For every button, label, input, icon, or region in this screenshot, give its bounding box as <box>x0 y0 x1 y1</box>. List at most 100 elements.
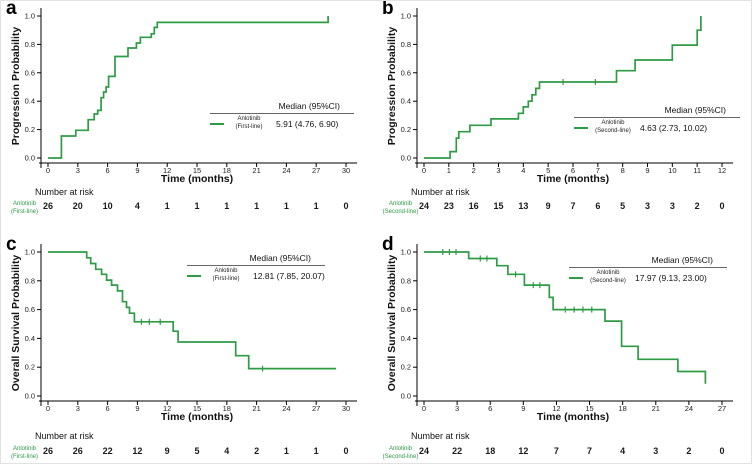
risk-value: 7 <box>587 446 593 456</box>
svg-text:27: 27 <box>312 404 320 413</box>
svg-text:6: 6 <box>106 404 110 413</box>
panel-label: a <box>6 0 17 19</box>
risk-value: 1 <box>164 201 170 211</box>
svg-text:0.0: 0.0 <box>25 154 35 163</box>
risk-value: 15 <box>493 201 504 211</box>
svg-text:18: 18 <box>618 404 626 413</box>
km-plot-c: 0 3 6 9 12 15 18 21 24 27 30 0.0 0.2 0.4 0.6 0.8 1.0 <box>25 244 357 413</box>
km-plot-b: 0 1 2 3 4 5 6 7 8 9 10 11 120.00.20.40.60.81.0 <box>401 8 733 175</box>
legend-row: Anlotinib (First-line) 12.81 (7.85, 20.0… <box>187 266 325 283</box>
svg-text:7: 7 <box>596 166 600 175</box>
svg-text:0: 0 <box>422 404 426 413</box>
risk-value: 20 <box>72 201 83 211</box>
svg-text:0.8: 0.8 <box>25 276 35 285</box>
risk-row-label: Anlotinib (Second-line) <box>382 446 419 460</box>
risk-value: 1 <box>254 201 260 211</box>
risk-value: 3 <box>644 201 651 211</box>
risk-values: 26 26 22 12 9 5 4 2 1 1 0 <box>43 444 349 460</box>
risk-value: 5 <box>194 446 200 456</box>
legend-header: Median (95%CI) <box>574 105 740 118</box>
svg-text:18: 18 <box>223 166 231 175</box>
number-at-risk-title: Number at risk <box>411 431 470 441</box>
panel-b: b Progression Probability 0 1 2 3 4 5 6 7 8 9 10 11… <box>377 1 751 233</box>
legend-header: Median (95%CI) <box>210 101 354 114</box>
svg-text:0.4: 0.4 <box>25 97 35 106</box>
risk-value: 26 <box>42 446 54 456</box>
svg-text:10: 10 <box>668 166 676 175</box>
risk-value: 0 <box>343 446 349 456</box>
svg-text:0: 0 <box>46 404 50 413</box>
risk-value: 22 <box>452 446 463 456</box>
risk-value: 1 <box>283 201 289 211</box>
legend: Median (95%CI) Anlotinib (Second-line) 1… <box>569 255 727 285</box>
risk-value: 23 <box>443 201 454 211</box>
svg-text:0.2: 0.2 <box>25 363 35 372</box>
series-name: Anlotinib (First-line) <box>212 268 240 282</box>
svg-text:1.0: 1.0 <box>25 248 35 257</box>
svg-text:21: 21 <box>252 404 260 413</box>
panel-c: c Overall Survival Probability 0 3 6 9 12 15 1… <box>1 233 377 463</box>
risk-value: 7 <box>570 201 576 211</box>
risk-value: 3 <box>653 446 659 456</box>
series-name: Anlotinib (Second-line) <box>595 120 631 134</box>
risk-value: 9 <box>545 201 551 211</box>
legend-row: Anlotinib (Second-line) 17.97 (9.13, 23.… <box>569 268 727 285</box>
svg-text:5: 5 <box>546 166 550 175</box>
panel-label: d <box>382 234 394 255</box>
svg-text:9: 9 <box>135 166 139 175</box>
svg-text:9: 9 <box>135 404 139 413</box>
svg-text:0.8: 0.8 <box>25 40 35 49</box>
risk-value: 1 <box>313 201 319 211</box>
svg-text:9: 9 <box>521 404 525 413</box>
panel-a: a Progression Probability 0 3 6 9 12 15 18 21 24… <box>1 1 377 233</box>
median-value: 12.81 (7.85, 20.07) <box>253 270 325 281</box>
risk-row-label: Anlotinib (Second-line) <box>382 201 419 215</box>
median-value: 5.91 (4.76, 6.90) <box>276 118 339 129</box>
svg-text:30: 30 <box>342 404 350 413</box>
series-line-swatch <box>569 276 583 279</box>
series-line-swatch <box>210 122 224 125</box>
svg-text:0.8: 0.8 <box>401 40 411 49</box>
legend: Median (95%CI) Anlotinib (First-line) 5.… <box>210 101 354 131</box>
svg-text:1: 1 <box>447 166 451 175</box>
legend-header: Median (95%CI) <box>187 253 325 266</box>
svg-text:0.8: 0.8 <box>401 276 411 285</box>
risk-value: 1 <box>194 201 200 211</box>
risk-value: 18 <box>485 446 496 456</box>
svg-text:0.4: 0.4 <box>401 334 411 343</box>
svg-text:24: 24 <box>685 404 693 413</box>
risk-row-label: Anlotinib (First-line) <box>11 201 38 215</box>
risk-value: 0 <box>719 201 725 211</box>
risk-values: 26 20 10 4 1 1 1 1 1 1 0 <box>43 199 349 215</box>
legend-row: Anlotinib (Second-line) 4.63 (2.73, 10.0… <box>574 118 740 135</box>
number-at-risk-title: Number at risk <box>411 187 470 197</box>
svg-text:12: 12 <box>552 404 560 413</box>
series-name: Anlotinib (First-line) <box>235 116 263 130</box>
svg-text:0.2: 0.2 <box>25 125 35 134</box>
km-plot-a: 0 3 6 9 12 15 18 21 24 27 30 0.0 0.2 0.4 0.6 0.8 1.0 <box>25 8 357 175</box>
svg-text:0.4: 0.4 <box>401 97 411 106</box>
svg-text:27: 27 <box>312 166 320 175</box>
x-axis-title: Time (months) <box>536 411 610 423</box>
svg-text:27: 27 <box>718 404 726 413</box>
svg-text:1.0: 1.0 <box>25 12 35 21</box>
svg-text:0.0: 0.0 <box>25 392 35 401</box>
svg-text:0.0: 0.0 <box>401 154 411 163</box>
svg-text:3: 3 <box>76 166 80 175</box>
risk-value: 16 <box>468 201 479 211</box>
risk-value: 1 <box>224 201 230 211</box>
svg-text:3: 3 <box>496 166 500 175</box>
svg-text:1.0: 1.0 <box>401 12 411 21</box>
svg-text:30: 30 <box>342 166 350 175</box>
svg-text:15: 15 <box>193 166 201 175</box>
km-plot-d: 0 3 6 9 12 15 18 21 24 27 0.0 0.2 0.4 0.6 0.8 1.0 <box>401 244 733 413</box>
svg-text:24: 24 <box>282 166 290 175</box>
risk-value: 12 <box>132 446 143 456</box>
svg-text:0: 0 <box>46 166 50 175</box>
number-at-risk-title: Number at risk <box>35 431 94 441</box>
number-at-risk-title: Number at risk <box>35 187 94 197</box>
svg-text:15: 15 <box>585 404 593 413</box>
svg-text:21: 21 <box>652 404 660 413</box>
risk-values: 24 23 16 15 13 9 7 6 5 3 3 2 0 <box>419 199 725 215</box>
risk-value: 1 <box>283 446 289 456</box>
